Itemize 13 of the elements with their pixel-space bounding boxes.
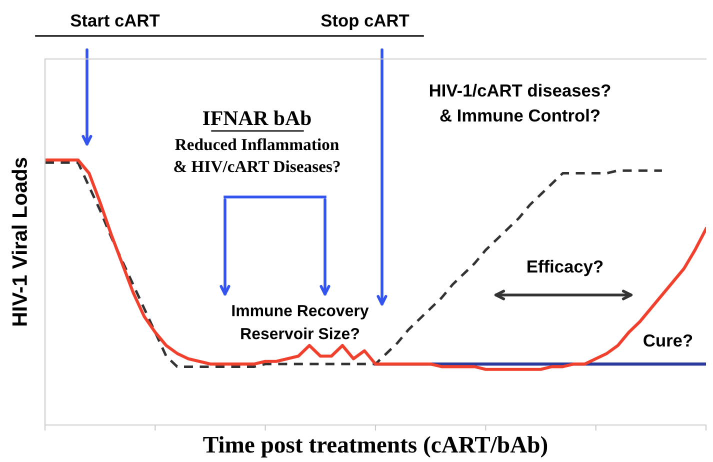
text: IFNAR bAb (203, 110, 311, 126)
text: Start cART (70, 14, 160, 27)
text: Reduced Inflammation (175, 138, 339, 150)
x-axis-title: Time post treatments (cART/bAb) (203, 436, 548, 458)
text: HIV-1/cART diseases? (430, 84, 610, 97)
annotation: Cure? (644, 334, 692, 347)
annotation: Immune Recovery (232, 305, 369, 320)
text: & Immune Control? (440, 108, 600, 122)
y-axis-title: HIV-1 Viral Loads (12, 158, 27, 326)
text: Stop cART (321, 14, 410, 30)
annotation: Reservoir Size? (241, 328, 360, 340)
annotation: Efficacy? (528, 260, 603, 276)
annotation: & HIV/cART Diseases? (174, 160, 340, 172)
